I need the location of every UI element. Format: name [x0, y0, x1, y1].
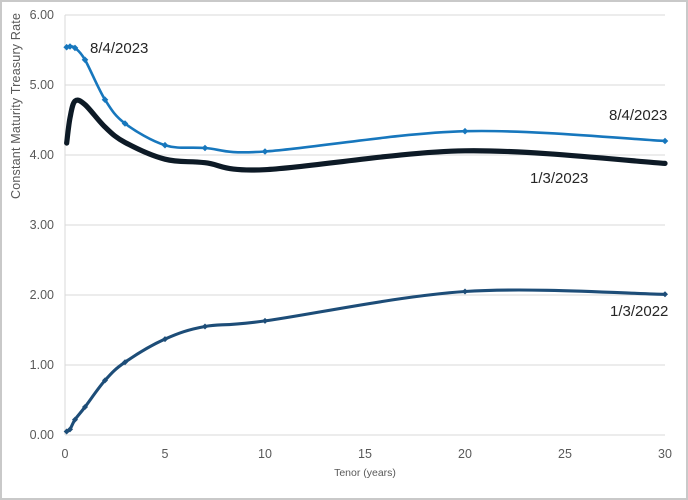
y-tick-label: 1.00 — [29, 358, 54, 372]
data-point-marker — [661, 137, 669, 145]
series-line-1-3-2023 — [64, 97, 668, 173]
x-tick-label: 0 — [61, 447, 69, 461]
data-point-marker — [71, 44, 79, 52]
x-tick-label: 25 — [558, 447, 572, 461]
x-axis-title: Tenor (years) — [334, 467, 396, 479]
x-tick-label: 10 — [258, 447, 272, 461]
data-point-marker — [462, 288, 468, 295]
y-tick-label: 0.00 — [29, 428, 54, 442]
data-point-marker — [121, 120, 129, 127]
data-point-marker — [162, 336, 168, 343]
x-axis-ticks: 0 5 10 15 20 25 30 — [2, 446, 686, 464]
y-tick-label: 3.00 — [29, 218, 54, 232]
y-tick-label: 6.00 — [29, 8, 54, 22]
data-point-marker — [202, 323, 208, 330]
y-tick-label: 4.00 — [29, 148, 54, 162]
x-tick-label: 30 — [658, 447, 672, 461]
data-point-marker — [261, 148, 269, 155]
data-point-marker — [66, 43, 74, 50]
data-point-marker — [72, 416, 78, 423]
y-tick-label: 5.00 — [29, 78, 54, 92]
x-tick-label: 20 — [458, 447, 472, 461]
data-point-marker — [81, 56, 89, 64]
data-point-marker — [122, 359, 128, 366]
data-point-marker — [82, 404, 88, 410]
x-tick-label: 15 — [358, 447, 372, 461]
x-tick-label: 5 — [161, 447, 169, 461]
series-line-8-4-2023 — [65, 45, 667, 154]
data-point-marker — [262, 317, 268, 324]
data-point-marker — [101, 96, 109, 103]
y-tick-label: 2.00 — [29, 288, 54, 302]
data-point-marker — [461, 127, 469, 135]
data-point-marker — [102, 377, 108, 384]
series-line-1-3-2022 — [65, 288, 667, 434]
data-point-marker — [662, 291, 668, 298]
data-point-marker — [67, 426, 73, 433]
data-point-marker — [161, 141, 169, 149]
data-point-marker — [201, 144, 209, 152]
y-axis-ticks: 0.00 1.00 2.00 3.00 4.00 5.00 6.00 — [2, 2, 54, 498]
